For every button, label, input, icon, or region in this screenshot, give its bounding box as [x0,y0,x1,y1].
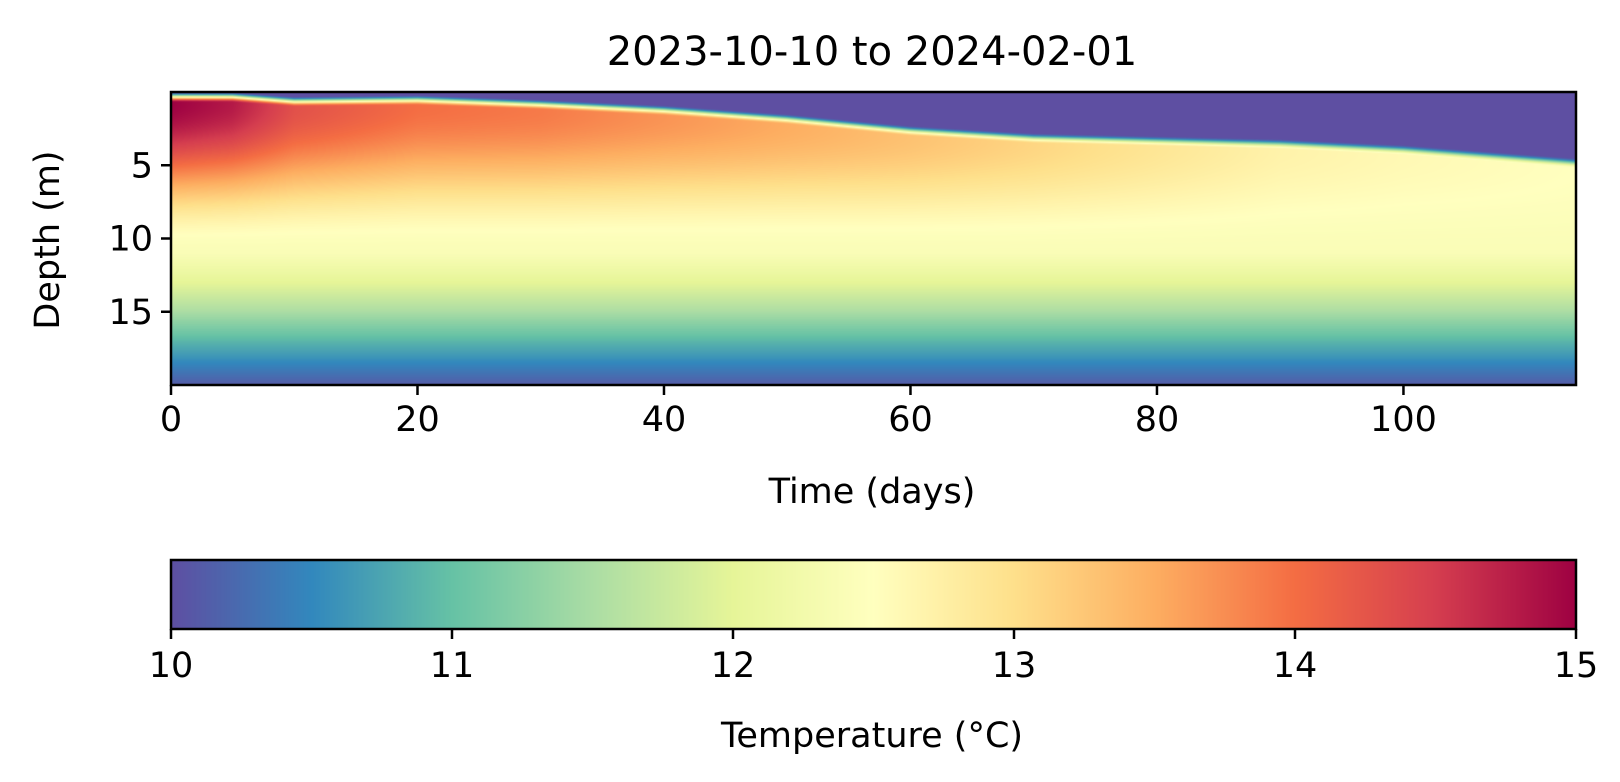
x-tick-label: 20 [395,400,440,440]
x-tick-label: 60 [888,400,933,440]
x-axis: 0 20 40 60 80 100 [160,385,1437,440]
y-axis: 5 10 15 [108,146,171,333]
x-tick-label: 0 [160,400,182,440]
x-tick-label: 80 [1135,400,1180,440]
colorbar-tick-label: 11 [430,646,475,686]
y-tick-label: 10 [108,220,153,260]
colorbar-tick-label: 13 [992,646,1037,686]
chart-title: 2023-10-10 to 2024-02-01 [607,29,1138,75]
colorbar-canvas [171,560,1576,629]
x-axis-label: Time (days) [768,472,976,512]
heatmap-canvas [171,92,1576,385]
y-tick-label: 5 [131,146,153,186]
heatmap-plot: 0 20 40 60 80 100 5 10 15 [108,90,1578,440]
colorbar-axis: 10 11 12 13 14 15 [149,629,1599,686]
colorbar: 10 11 12 13 14 15 [149,558,1599,686]
x-tick-label: 100 [1370,400,1437,440]
colorbar-tick-label: 14 [1273,646,1318,686]
x-tick-label: 40 [642,400,687,440]
colorbar-tick-label: 12 [711,646,756,686]
colorbar-frame [169,558,1578,631]
y-axis-label: Depth (m) [28,150,68,329]
y-tick-label: 15 [108,293,153,333]
colorbar-label: Temperature (°C) [720,716,1023,756]
colorbar-tick-label: 15 [1554,646,1599,686]
colorbar-tick-label: 10 [149,646,194,686]
